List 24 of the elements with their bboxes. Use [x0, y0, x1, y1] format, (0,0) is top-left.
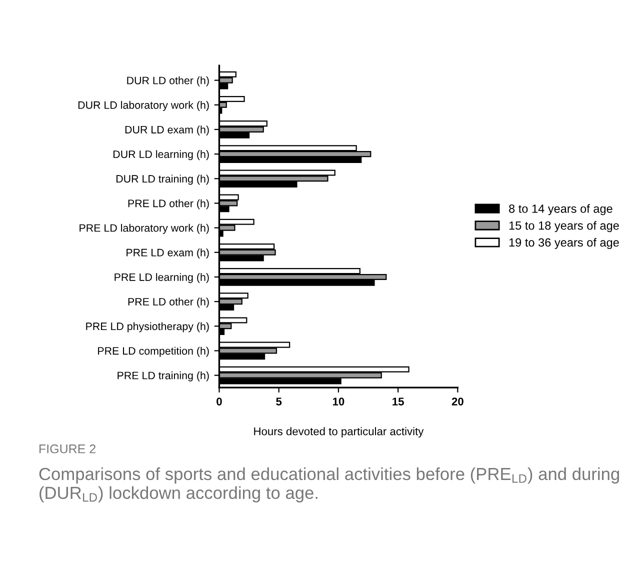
y-tick-label: PRE LD exam (h): [126, 248, 209, 258]
y-tick-label: DUR LD exam (h): [125, 126, 209, 136]
y-tick-label: DUR LD laboratory work (h): [78, 101, 209, 111]
y-tick-label: PRE LD other (h): [128, 298, 209, 308]
x-axis-title: Hours devoted to particular activity: [254, 427, 424, 438]
y-tick-label: PRE LD physiotherapy (h): [86, 322, 209, 332]
text: Comparisons of sports and educational activities before (PRE$_{LD}$) and during (DUR$_{LD}$) lockdown according to age.: [39, 467, 619, 502]
legend-label: 8 to 14 years of age: [509, 204, 612, 216]
y-tick-label: DUR LD learning (h): [114, 150, 209, 160]
x-tick-label: 20: [452, 398, 464, 406]
legend-label: 19 to 36 years of age: [509, 238, 619, 249]
y-tick-label: PRE LD training (h): [118, 371, 209, 382]
y-tick-label: PRE LD laboratory work (h): [80, 224, 209, 234]
y-tick-label: PRE LD competition (h): [98, 346, 209, 357]
x-tick-label: 10: [332, 398, 344, 406]
y-tick-label: PRE LD learning (h): [114, 273, 209, 284]
y-tick-label: PRE LD other (h): [128, 199, 209, 210]
x-tick-label: 0: [216, 398, 222, 406]
x-tick-label: 5: [276, 398, 282, 406]
x-tick-label: 15: [392, 398, 404, 406]
caption: FIGURE 2: [39, 444, 96, 454]
y-tick-label: DUR LD other (h): [127, 76, 209, 86]
y-tick-label: DUR LD training (h): [116, 174, 209, 185]
legend-label: 15 to 18 years of age: [509, 221, 619, 232]
